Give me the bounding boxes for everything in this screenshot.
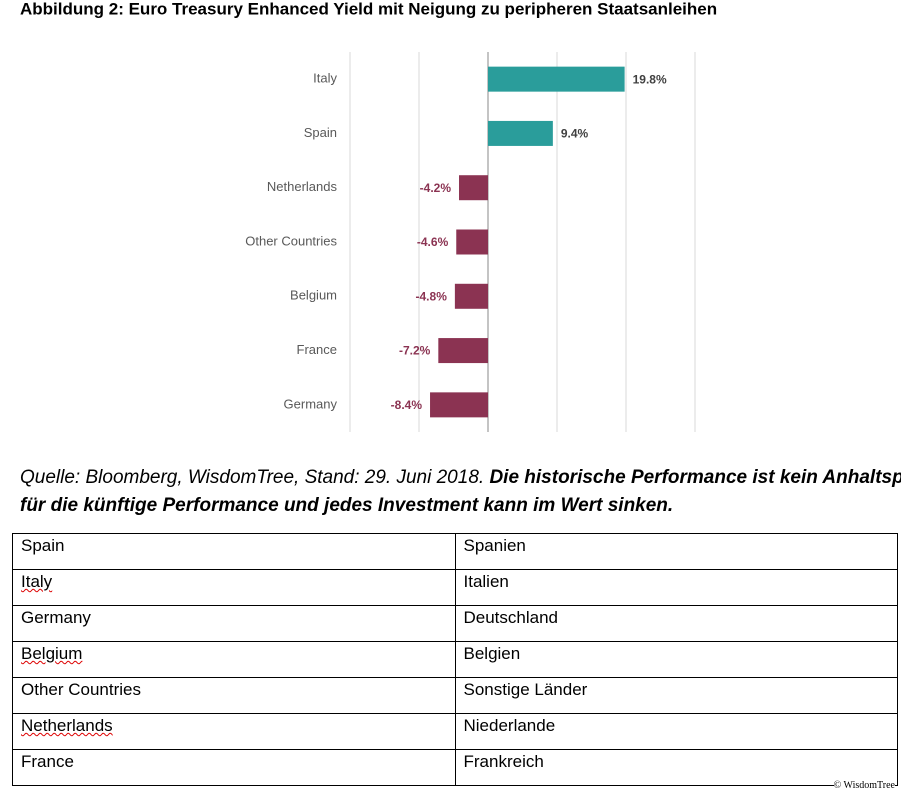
table-cell: France xyxy=(12,749,456,786)
value-label: -4.8% xyxy=(416,289,448,303)
copyright: © WisdomTree xyxy=(833,780,895,791)
cell-text: Spanien xyxy=(463,536,526,555)
bar xyxy=(488,120,553,146)
disclaimer: Die historische Performance ist kein Anh… xyxy=(489,467,901,488)
value-label: -7.2% xyxy=(399,344,431,358)
cell-text: Belgium xyxy=(21,644,83,663)
y-tick-label: Italy xyxy=(313,71,337,86)
bar xyxy=(459,175,488,201)
value-label: -8.4% xyxy=(391,398,423,412)
table-row: Germany Deutschland xyxy=(12,605,898,642)
table-row: Other Countries Sonstige Länder xyxy=(12,677,898,714)
chart-title: Abbildung 2: Euro Treasury Enhanced Yiel… xyxy=(20,0,717,18)
table-cell: Niederlande xyxy=(454,713,898,750)
y-tick-label: Belgium xyxy=(290,288,337,303)
bar xyxy=(438,338,488,364)
cell-text: Italy xyxy=(21,572,53,591)
bar xyxy=(454,283,488,309)
table-cell: Italien xyxy=(454,569,898,606)
table-row: France Frankreich xyxy=(12,749,898,786)
cell-text: Italien xyxy=(463,572,509,591)
table-cell: Spanien xyxy=(454,533,898,570)
value-label: -4.2% xyxy=(420,181,452,195)
table-cell: Germany xyxy=(12,605,456,642)
bar xyxy=(488,66,625,92)
cell-text: Sonstige Länder xyxy=(463,680,588,699)
cell-text: Niederlande xyxy=(463,716,556,735)
value-label: -4.6% xyxy=(417,235,449,249)
cell-text: Deutschland xyxy=(463,608,559,627)
y-tick-label: Other Countries xyxy=(245,233,337,248)
y-tick-label: Netherlands xyxy=(267,179,338,194)
value-label: 19.8% xyxy=(633,72,667,86)
table-cell: Netherlands xyxy=(12,713,456,750)
table-cell: Belgien xyxy=(454,641,898,678)
table-row: Italy Italien xyxy=(12,569,898,606)
table-row: Netherlands Niederlande xyxy=(12,713,898,750)
cell-text: Spain xyxy=(21,536,65,555)
cell-text: Germany xyxy=(21,608,91,627)
y-tick-label: Spain xyxy=(304,125,337,140)
table-row: Belgium Belgien xyxy=(12,641,898,678)
table-cell: Belgium xyxy=(12,641,456,678)
table-row: Spain Spanien xyxy=(12,533,898,570)
table-cell: Italy xyxy=(12,569,456,606)
source: Quelle: Bloomberg, WisdomTree, Stand: 29… xyxy=(20,467,485,488)
table-cell: Sonstige Länder xyxy=(454,677,898,714)
disclaimer: für die künftige Performance und jedes I… xyxy=(20,495,674,516)
table-cell: Other Countries xyxy=(12,677,456,714)
value-label: 9.4% xyxy=(561,127,589,141)
bar xyxy=(456,229,488,255)
cell-text: Frankreich xyxy=(463,752,544,771)
translation-table: Spain Spanien Italy Italien Germany Deutschla… xyxy=(12,533,898,786)
table-cell: Frankreich xyxy=(454,749,898,786)
table-cell: Spain xyxy=(12,533,456,570)
cell-text: Other Countries xyxy=(21,680,141,699)
y-tick-label: France xyxy=(297,342,337,357)
cell-text: France xyxy=(21,752,74,771)
table-cell: Deutschland xyxy=(454,605,898,642)
bar xyxy=(430,392,488,418)
y-tick-label: Germany xyxy=(284,396,338,411)
caption: Quelle: Bloomberg, WisdomTree, Stand: 29… xyxy=(20,464,901,520)
chart: Abbildung 2: Euro Treasury Enhanced Yiel… xyxy=(20,0,717,432)
cell-text: Belgien xyxy=(463,644,521,663)
cell-text: Netherlands xyxy=(21,716,113,735)
